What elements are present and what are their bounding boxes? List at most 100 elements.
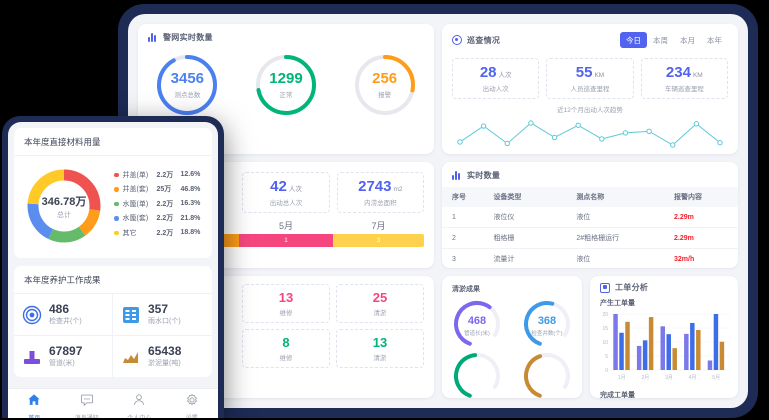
legend-name: 井盖(单) [122,171,149,179]
gauge-2 [448,350,506,402]
bottom-nav-bar[interactable]: 首页 消息通知 个人中心 设置 [8,388,218,418]
inspection-tabs[interactable]: 今日 本周 本月 本年 [620,32,728,48]
gauge-value: 468 [467,314,487,327]
nav-item-gear-icon[interactable]: 设置 [166,389,219,418]
tile-value: 357 [148,302,169,316]
ring-label: 报警 [378,91,392,99]
alarm-panel-header: 警网实时数量 [138,24,434,47]
tab-今日[interactable]: 今日 [620,32,647,48]
bar-3月-series-2 [666,334,671,370]
maintain-tile-0[interactable]: 486 检查井(个) [14,294,113,337]
y-tick-0: 0 [605,368,608,374]
nav-label: 消息通知 [75,413,99,418]
bar-chart-icon [452,171,462,180]
legend-percent: 12.6% [180,171,201,179]
legend-row-1: 井盖(套) 25万 46.8% [114,184,200,194]
stat-unit: 人次 [288,186,302,193]
alarm-panel-title: 警网实时数量 [163,33,213,42]
ring-label: 测点总数 [174,91,201,99]
maintain-tile-3[interactable]: 65438 淤泥量(吨) [113,336,212,377]
legend-value: 2.2万 [156,215,174,223]
material-donut-box: 346.78万 总计 井盖(单) 2.2万 12.6% 井盖(套) 25万 46.8% 水篦… [14,156,212,258]
table-panel-title: 实时数量 [467,171,501,180]
donut-slice-4 [27,169,101,243]
maintenance-tiles: 486 检查井(个) 357 雨水口(个) 67897 管道(米) 65438 淤泥量(吨) [14,294,212,378]
bar-4月-series-1 [684,333,689,370]
legend-percent: 46.8% [180,185,201,193]
nav-item-home-icon[interactable]: 首页 [8,389,61,418]
legend-percent: 18.8% [180,229,201,237]
cell-0: 1 [442,207,484,228]
inspect-stat-2: 234 KM 车辆巡查里程 [640,58,728,99]
table-row[interactable]: 2 粗格栅 2#粗格栅运行 2.29m [442,227,738,249]
col-设备类型: 设备类型 [483,187,567,207]
nav-label: 首页 [28,413,40,418]
cell-2: 液位 [566,248,664,270]
work-value: 13 [278,290,294,305]
ring-value: 1299 [269,70,303,88]
tile-text: 486 检查井(个) [49,302,82,326]
chat-icon [80,393,94,412]
legend-value: 25万 [156,186,172,194]
maintenance-card-title: 本年度养护工作成果 [14,266,212,294]
gauge-label: 检查井数(个) [531,330,563,337]
col-报警内容: 报警内容 [663,187,738,207]
maintain-tile-1[interactable]: 357 雨水口(个) [113,294,212,337]
tab-本月[interactable]: 本月 [680,35,695,45]
tile-text: 65438 淤泥量(吨) [148,344,181,368]
person-icon [132,393,146,412]
x-tick-5月: 5月 [712,375,720,381]
work-cell-grid: 13 维修 25 清淤 8 维修 13 清淤 [138,276,434,376]
table-row[interactable]: 3 流量计 液位 32m/h [442,248,738,270]
cell-2: 液位 [566,207,664,228]
rank-item-3: 3 [332,234,424,247]
donut-total-label: 总计 [57,211,71,219]
y-tick-5: 5 [605,354,608,360]
table-row[interactable]: 1 液位仪 液位 2.29m [442,207,738,228]
legend-row-4: 其它 2.2万 18.8% [114,228,200,238]
bar-2月-series-3 [648,317,654,370]
line-point-0 [457,139,463,145]
work-label: 维修 [279,355,293,362]
bar-chart-icon [148,33,158,42]
alarm-ring-1: 1299 正常 [252,51,320,119]
line-point-6 [599,136,605,142]
work-label: 维修 [279,310,293,317]
table-panel-header: 实时数量 [442,162,738,185]
line-point-11 [717,140,723,146]
stat-unit: KM [692,72,703,79]
donut-center: 346.78万 总计 [22,164,106,248]
y-tick-10: 10 [602,340,608,346]
col-测点名称: 测点名称 [566,187,664,207]
trend-line-chart [457,120,723,148]
tab-本年[interactable]: 本年 [707,35,722,45]
ring-label: 正常 [279,91,293,99]
donut-slice-3 [27,169,101,243]
phone-screen: 本年度直接材料用量 346.78万 总计 井盖(单) 2.2万 12.6% 井盖(套)… [8,122,218,418]
tile-label: 检查井(个) [49,318,82,326]
legend-row-0: 井盖(单) 2.2万 12.6% [114,170,200,180]
rank-month-2: 7月 [371,221,386,231]
tile-value: 486 [49,302,70,316]
work-label: 清淤 [373,310,387,317]
maintain-tile-2[interactable]: 67897 管道(米) [14,336,113,378]
stat-label: 出动人次 [482,86,509,93]
legend-value: 2.2万 [156,200,174,208]
bar-3月-series-1 [660,326,665,370]
legend-percent: 16.3% [180,200,201,208]
gauge-panel-title: 清淤成果 [452,286,480,293]
line-point-4 [551,134,558,141]
tab-本周[interactable]: 本周 [653,35,668,45]
grid-icon [121,305,141,325]
legend-dot [114,187,119,192]
nav-item-person-icon[interactable]: 个人中心 [113,389,166,418]
order-chart-subtitle: 产生工单量 [600,300,635,307]
square-icon [600,282,610,293]
nav-item-chat-icon[interactable]: 消息通知 [61,389,114,418]
line-point-10 [693,121,700,127]
bar-1月-series-3 [625,321,630,370]
line-point-5 [575,122,581,128]
nav-label: 个人中心 [127,413,151,418]
work-label: 清淤 [373,355,387,362]
inspection-stat-row: 28 人次 出动人次 55 KM 人员巡查里程 234 KM 车辆巡查里程 [442,52,738,99]
